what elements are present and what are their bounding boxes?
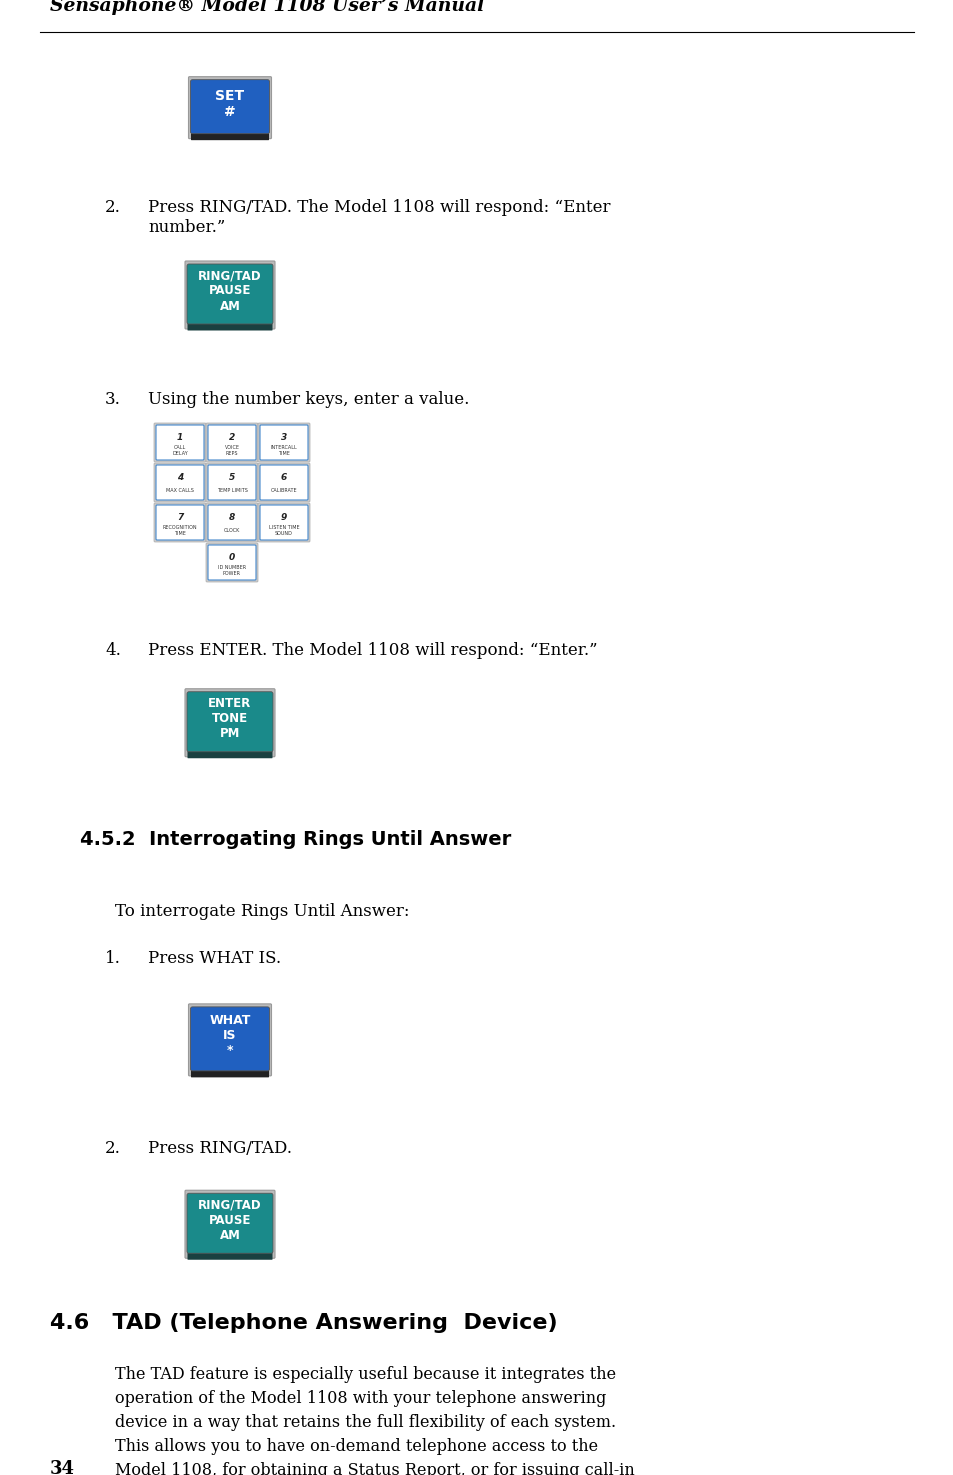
FancyBboxPatch shape [208,544,255,580]
Text: 1: 1 [176,434,183,442]
Text: RECOGNITION
TIME: RECOGNITION TIME [163,525,197,535]
FancyBboxPatch shape [188,313,273,330]
FancyBboxPatch shape [153,503,206,541]
Text: 4.: 4. [105,642,121,659]
FancyBboxPatch shape [185,1190,274,1258]
Text: 4.5.2  Interrogating Rings Until Answer: 4.5.2 Interrogating Rings Until Answer [80,830,511,850]
Text: ID NUMBER
POWER: ID NUMBER POWER [217,565,246,577]
Text: 0: 0 [229,553,234,562]
Text: LISTEN TIME
SOUND: LISTEN TIME SOUND [269,525,299,535]
FancyBboxPatch shape [153,463,206,502]
FancyBboxPatch shape [187,692,273,752]
FancyBboxPatch shape [257,463,310,502]
FancyBboxPatch shape [189,1004,272,1075]
FancyBboxPatch shape [188,1242,273,1260]
FancyBboxPatch shape [185,261,274,329]
FancyBboxPatch shape [191,124,269,140]
Text: RING/TAD
PAUSE
AM: RING/TAD PAUSE AM [198,270,261,313]
FancyBboxPatch shape [156,425,204,460]
FancyBboxPatch shape [208,425,255,460]
FancyBboxPatch shape [206,463,257,502]
Text: CALL
DELAY: CALL DELAY [172,445,188,456]
Text: 3.: 3. [105,391,121,409]
FancyBboxPatch shape [187,1193,273,1254]
Text: The TAD feature is especially useful because it integrates the
operation of the : The TAD feature is especially useful bec… [115,1366,634,1475]
FancyBboxPatch shape [260,425,308,460]
Text: Press WHAT IS.: Press WHAT IS. [148,950,281,968]
Text: RING/TAD
PAUSE
AM: RING/TAD PAUSE AM [198,1199,261,1242]
Text: CALIBRATE: CALIBRATE [271,488,297,493]
Text: 5: 5 [229,473,234,482]
Text: MAX CALLS: MAX CALLS [166,488,193,493]
FancyBboxPatch shape [153,423,206,462]
Text: 2.: 2. [105,199,121,217]
Text: 34: 34 [50,1460,75,1475]
Text: 7: 7 [176,513,183,522]
Text: 6: 6 [280,473,287,482]
Text: CLOCK: CLOCK [224,528,240,534]
FancyBboxPatch shape [260,465,308,500]
Text: SET
#: SET # [215,88,244,119]
FancyBboxPatch shape [188,740,273,758]
FancyBboxPatch shape [191,1059,269,1077]
FancyBboxPatch shape [189,77,272,139]
Text: Sensaphone® Model 1108 User’s Manual: Sensaphone® Model 1108 User’s Manual [50,0,484,15]
Text: To interrogate Rings Until Answer:: To interrogate Rings Until Answer: [115,903,409,920]
Text: 2: 2 [229,434,234,442]
Text: Press RING/TAD. The Model 1108 will respond: “Enter
number.”: Press RING/TAD. The Model 1108 will resp… [148,199,610,236]
Text: 4: 4 [176,473,183,482]
Text: WHAT
IS
*: WHAT IS * [209,1015,251,1058]
FancyBboxPatch shape [206,423,257,462]
FancyBboxPatch shape [156,504,204,540]
Text: TEMP LIMITS: TEMP LIMITS [216,488,247,493]
Text: Press RING/TAD.: Press RING/TAD. [148,1140,292,1158]
FancyBboxPatch shape [257,503,310,541]
FancyBboxPatch shape [185,689,274,757]
Text: 9: 9 [280,513,287,522]
FancyBboxPatch shape [191,1007,269,1071]
Text: Using the number keys, enter a value.: Using the number keys, enter a value. [148,391,469,409]
FancyBboxPatch shape [187,264,273,324]
Text: 1.: 1. [105,950,121,968]
FancyBboxPatch shape [191,80,269,134]
Text: 8: 8 [229,513,234,522]
FancyBboxPatch shape [206,503,257,541]
Text: ENTER
TONE
PM: ENTER TONE PM [208,698,252,740]
FancyBboxPatch shape [156,465,204,500]
Text: 3: 3 [280,434,287,442]
Text: INTERCALL
TIME: INTERCALL TIME [271,445,297,456]
FancyBboxPatch shape [208,504,255,540]
Text: Press ENTER. The Model 1108 will respond: “Enter.”: Press ENTER. The Model 1108 will respond… [148,642,597,659]
FancyBboxPatch shape [260,504,308,540]
Text: 4.6   TAD (Telephone Answering  Device): 4.6 TAD (Telephone Answering Device) [50,1313,558,1333]
FancyBboxPatch shape [208,465,255,500]
FancyBboxPatch shape [257,423,310,462]
Text: 2.: 2. [105,1140,121,1158]
Text: VOICE
REPS: VOICE REPS [224,445,239,456]
FancyBboxPatch shape [206,543,257,583]
